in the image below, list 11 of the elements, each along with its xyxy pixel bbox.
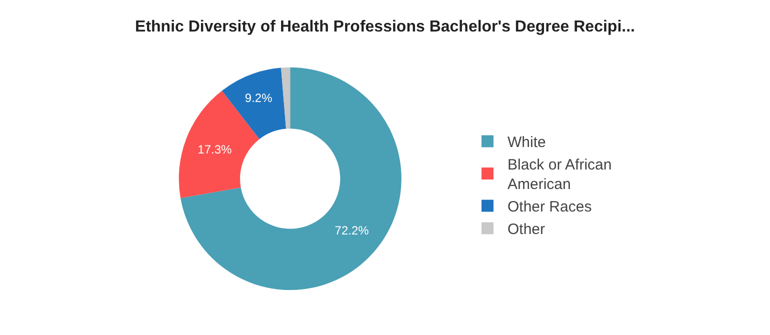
legend-label: Other — [508, 221, 546, 238]
data-label: 17.3% — [198, 142, 232, 157]
donut-slice — [222, 68, 286, 140]
legend-label: Other Races — [508, 198, 592, 216]
legend-label: White — [508, 134, 546, 152]
chart-title: Ethnic Diversity of Health Professions Bachelor's Degree Recipi... — [135, 18, 635, 36]
donut-slice — [281, 67, 290, 129]
data-label: 9.2% — [244, 90, 273, 105]
donut-slice — [180, 67, 402, 290]
legend-label: Black or African American — [508, 156, 612, 194]
data-label: 72.2% — [334, 224, 370, 238]
